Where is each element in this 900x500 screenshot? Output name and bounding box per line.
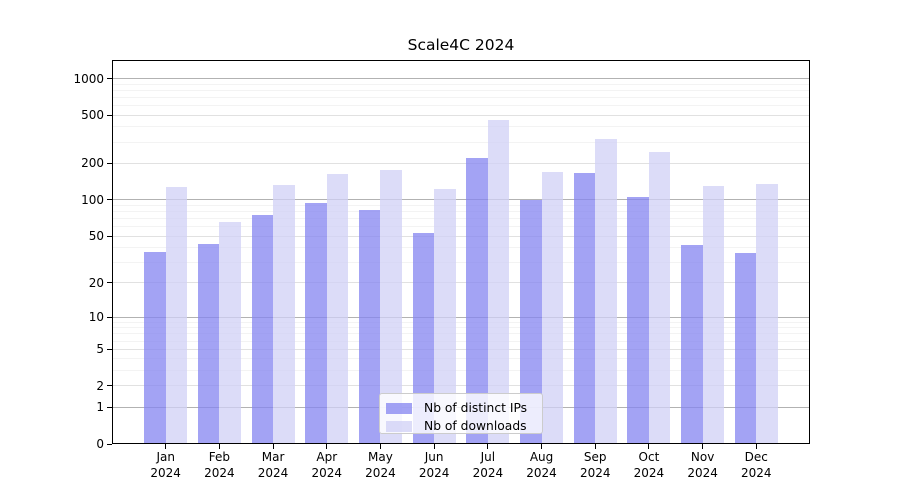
legend: Nb of distinct IPs Nb of downloads [379,393,543,434]
legend-label-downloads: Nb of downloads [424,419,527,433]
y-tick-label: 100 [81,192,104,207]
gridline [112,162,810,164]
bar-distinct-ips-nov [681,245,703,444]
bar-distinct-ips-sep [573,172,596,444]
x-tick-mark [379,444,381,449]
legend-entry-downloads: Nb of downloads [386,417,542,435]
bar-downloads-jun [434,188,456,444]
x-tick-label-jan: Jan 2024 [150,450,181,480]
bar-downloads-oct [648,151,671,444]
y-tick-mark [107,235,112,237]
bar-distinct-ips-apr [305,203,327,444]
bar-downloads-feb [219,221,241,444]
x-tick-label-feb: Feb 2024 [204,450,235,480]
bar-distinct-ips-jun [412,232,435,444]
x-tick-label-dec: Dec 2024 [741,450,772,480]
x-tick-label-jun: Jun 2024 [418,450,450,480]
y-tick-mark [107,443,112,445]
gridline [112,114,810,116]
y-tick-mark [107,114,112,116]
x-tick-label-apr: Apr 2024 [311,450,343,480]
bar-distinct-ips-feb [197,243,220,444]
x-tick-mark [755,444,757,449]
y-tick-mark [107,348,112,350]
x-tick-label-jul: Jul 2024 [472,450,504,480]
x-tick-mark [487,444,489,449]
gridline [112,96,810,98]
gridline [112,83,810,85]
x-tick-mark [218,444,220,449]
x-tick-mark [326,444,328,449]
y-tick-label: 50 [88,229,104,243]
x-tick-label-may: May 2024 [365,450,396,480]
x-tick-mark [702,444,704,449]
y-tick-label: 2 [96,378,104,393]
gridline [112,105,810,107]
y-tick-mark [107,162,112,164]
x-tick-label-aug: Aug 2024 [526,450,557,480]
x-tick-mark [594,444,596,449]
y-tick-label: 200 [81,156,104,171]
x-tick-mark [272,444,274,449]
bar-downloads-mar [273,185,295,444]
legend-entry-distinct-ips: Nb of distinct IPs [386,399,542,417]
x-tick-label-mar: Mar 2024 [257,450,289,480]
legend-swatch-downloads [386,420,412,432]
y-tick-label: 10 [88,310,104,325]
gridline [112,141,810,143]
bar-downloads-sep [595,138,617,444]
bar-distinct-ips-may [358,210,381,444]
y-tick-label: 5 [96,342,104,357]
bar-downloads-may [380,170,402,444]
y-tick-mark [107,199,112,201]
x-tick-mark [541,444,543,449]
bar-distinct-ips-jul [466,157,488,444]
legend-swatch-distinct-ips [386,402,412,414]
y-tick-mark [107,385,112,387]
x-tick-mark [433,444,435,449]
chart-title: Scale4C 2024 [407,36,515,54]
y-tick-mark [107,282,112,284]
y-tick-label: 1000 [73,71,104,86]
bar-downloads-jul [487,119,510,444]
y-tick-label: 500 [81,108,104,123]
x-tick-mark [648,444,650,449]
gridline [112,78,810,80]
bar-downloads-dec [756,183,778,444]
bar-distinct-ips-oct [627,197,649,444]
y-tick-mark [107,406,112,408]
x-tick-label-oct: Oct 2024 [633,450,665,480]
bar-distinct-ips-aug [520,199,542,444]
bar-downloads-nov [702,186,725,444]
y-tick-mark [107,316,112,318]
x-tick-label-nov: Nov 2024 [687,450,718,480]
gridline [112,89,810,91]
x-tick-label-sep: Sep 2024 [579,450,611,480]
bar-downloads-apr [326,173,349,444]
x-tick-mark [165,444,167,449]
bar-downloads-aug [541,172,564,444]
gridline [112,126,810,128]
bar-distinct-ips-dec [734,252,757,444]
y-tick-mark [107,78,112,80]
y-tick-label: 1 [96,400,104,415]
bar-downloads-jan [165,186,188,444]
y-tick-label: 20 [88,275,104,290]
legend-label-distinct-ips: Nb of distinct IPs [424,401,528,415]
bar-distinct-ips-jan [144,251,166,444]
y-tick-label: 0 [96,437,104,451]
bar-distinct-ips-mar [251,214,274,444]
